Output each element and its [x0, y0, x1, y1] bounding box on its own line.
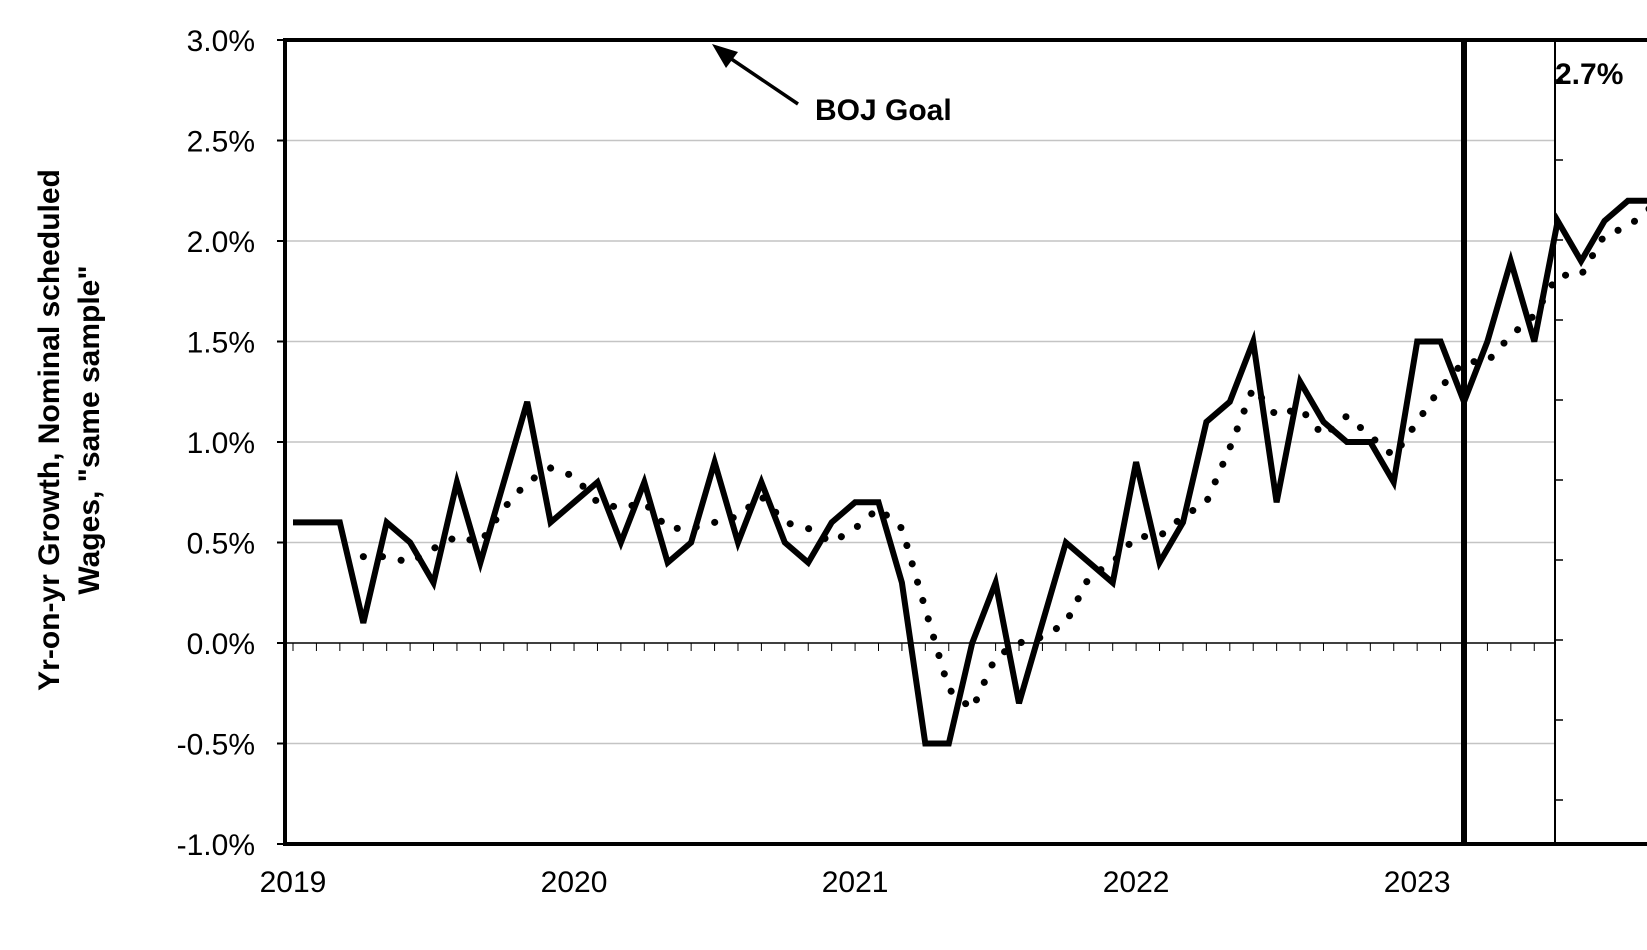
vertical-markers: [1461, 40, 1467, 844]
y-tick-label: -1.0%: [177, 829, 255, 862]
plot-frame: [283, 38, 1647, 846]
series-line-average: [359, 205, 1647, 716]
boj-goal-arrow: [723, 52, 799, 106]
latest-value-label: 2.7%: [1555, 58, 1623, 91]
x-tick-label: 2020: [541, 866, 608, 899]
x-axis-tick-labels: 201920202021202220232024: [260, 866, 1451, 899]
x-tick-label: 2019: [260, 866, 327, 899]
y-tick-label: -0.5%: [177, 729, 255, 762]
boj-goal-label: BOJ Goal: [815, 94, 952, 127]
minor-ticks: [292, 643, 1535, 651]
x-tick-label: 2023: [1384, 866, 1451, 899]
x-tick-label: 2021: [822, 866, 889, 899]
y-tick-label: 0.0%: [187, 628, 255, 661]
y-tick-label: 2.5%: [187, 126, 255, 159]
y-tick-label: 0.5%: [187, 528, 255, 561]
y-axis-title-line2: Wages, "same sample": [73, 265, 106, 594]
gridlines: [277, 39, 1563, 845]
y-tick-label: 1.5%: [187, 327, 255, 360]
series-layer: [293, 197, 1647, 747]
series-line-yoy: [293, 197, 1647, 747]
boj-goal-arrowhead: [712, 44, 738, 68]
annotations: BOJ Goal 2.7%: [712, 44, 1623, 127]
y-tick-label: 3.0%: [187, 25, 255, 58]
y-tick-label: 2.0%: [187, 226, 255, 259]
y-tick-label: 1.0%: [187, 427, 255, 460]
y-axis-title-line1: Yr-on-yr Growth, Nominal scheduled: [33, 169, 66, 691]
x-tick-label: 2022: [1103, 866, 1170, 899]
y-axis-tick-labels: -1.0% -0.5% 0.0% 0.5% 1.0% 1.5% 2.0% 2.5% 3.0%: [177, 25, 255, 862]
